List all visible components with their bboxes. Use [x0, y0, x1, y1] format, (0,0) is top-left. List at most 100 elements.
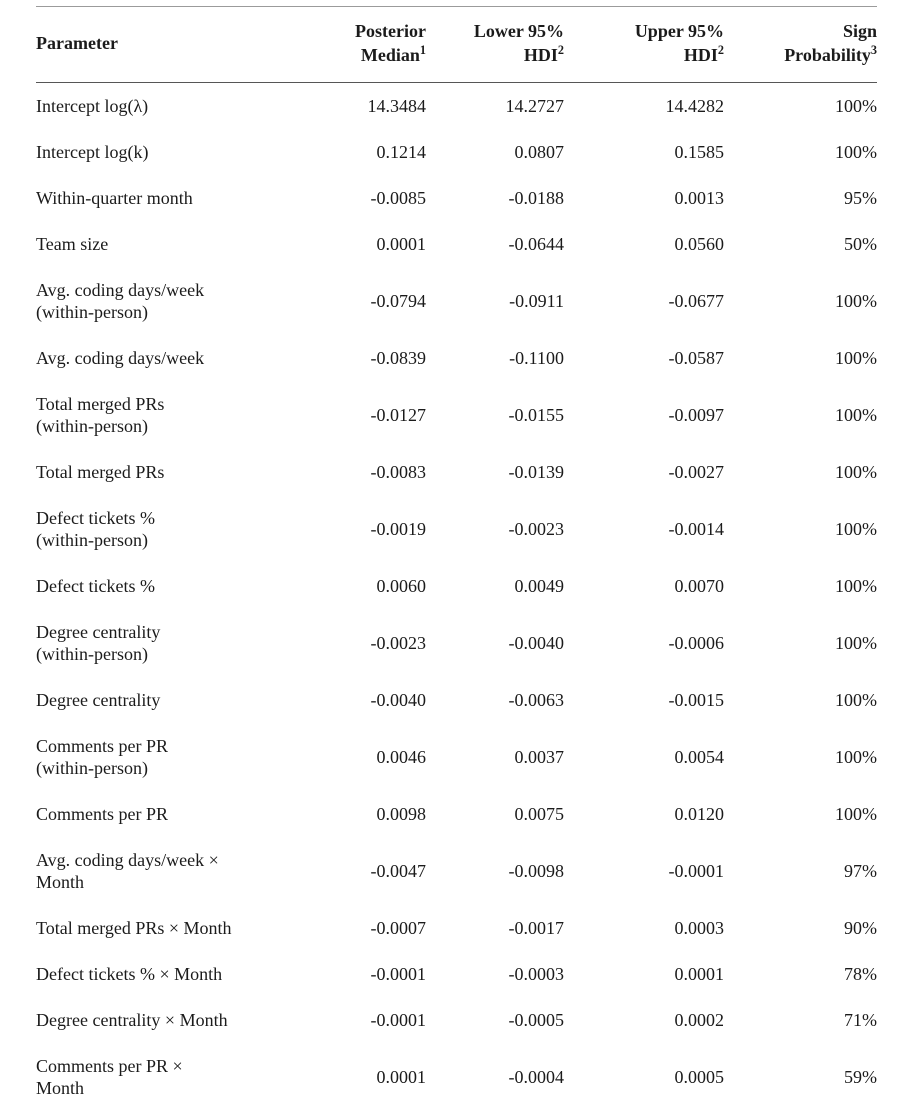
header-row: Parameter Posterior Median1 Lower 95% HD… — [36, 6, 877, 83]
footnote-marker-3: 3 — [870, 43, 877, 57]
upper-hdi-cell: -0.0027 — [668, 462, 725, 482]
param-line: Team size — [36, 234, 109, 254]
param-cell: Avg. coding days/week (within-person) — [36, 267, 320, 335]
param-cell: Degree centrality — [36, 677, 320, 723]
param-line: Avg. coding days/week — [36, 348, 205, 368]
table-row: Defect tickets % × Month -0.0001 -0.0003… — [36, 951, 877, 997]
sign-probability-cell: 100% — [835, 142, 877, 162]
table-row: Total merged PRs × Month -0.0007 -0.0017… — [36, 905, 877, 951]
posterior-median-cell: 0.0060 — [376, 576, 427, 596]
sign-probability-cell: 59% — [844, 1067, 877, 1087]
table-row: Within-quarter month -0.0085 -0.0188 0.0… — [36, 175, 877, 221]
sign-probability-cell: 78% — [844, 964, 877, 984]
param-line: Month — [36, 1078, 85, 1098]
lower-hdi-cell: -0.1100 — [509, 348, 564, 368]
header-line: Probability — [784, 45, 871, 65]
col-header-sign-probability: Sign Probability3 — [724, 6, 877, 83]
lower-hdi-cell: 0.0075 — [514, 804, 565, 824]
lower-hdi-cell: -0.0063 — [508, 690, 565, 710]
header-line: Lower 95% — [473, 21, 564, 41]
lower-hdi-cell: -0.0188 — [508, 188, 565, 208]
lower-hdi-cell: -0.0155 — [508, 405, 565, 425]
param-line: Comments per PR × — [36, 1056, 183, 1076]
posterior-median-cell: -0.0040 — [370, 690, 427, 710]
upper-hdi-cell: 0.0070 — [674, 576, 725, 596]
footnote-marker-2: 2 — [557, 43, 564, 57]
sign-probability-cell: 100% — [835, 405, 877, 425]
param-line: Degree centrality — [36, 622, 161, 642]
posterior-median-cell: 0.0001 — [376, 234, 427, 254]
posterior-median-cell: -0.0001 — [370, 1010, 427, 1030]
sign-probability-cell: 100% — [835, 291, 877, 311]
upper-hdi-cell: -0.0677 — [668, 291, 725, 311]
sign-probability-cell: 100% — [835, 576, 877, 596]
table-row: Comments per PR × Month 0.0001 -0.0004 0.… — [36, 1043, 877, 1109]
header-line: Posterior — [355, 21, 426, 41]
header-line: HDI — [523, 45, 558, 65]
lower-hdi-cell: -0.0017 — [508, 918, 565, 938]
table-row: Total merged PRs -0.0083 -0.0139 -0.0027… — [36, 449, 877, 495]
col-header-upper-hdi: Upper 95% HDI2 — [564, 6, 724, 83]
col-header-posterior-median: Posterior Median1 — [320, 6, 426, 83]
param-line: Defect tickets % — [36, 576, 155, 596]
table-row: Avg. coding days/week × Month -0.0047 -0.… — [36, 837, 877, 905]
sign-probability-cell: 71% — [844, 1010, 877, 1030]
lower-hdi-cell: 0.0037 — [514, 747, 565, 767]
param-cell: Degree centrality (within-person) — [36, 609, 320, 677]
table-row: Total merged PRs (within-person) -0.0127 … — [36, 381, 877, 449]
posterior-median-cell: -0.0794 — [370, 291, 427, 311]
param-line: Degree centrality — [36, 690, 161, 710]
lower-hdi-cell: -0.0098 — [508, 861, 565, 881]
upper-hdi-cell: -0.0014 — [668, 519, 725, 539]
sign-probability-cell: 100% — [835, 96, 877, 116]
posterior-median-cell: -0.0047 — [370, 861, 427, 881]
upper-hdi-cell: -0.0097 — [668, 405, 725, 425]
posterior-median-cell: 0.0046 — [376, 747, 427, 767]
col-header-lower-hdi: Lower 95% HDI2 — [426, 6, 564, 83]
sign-probability-cell: 100% — [835, 462, 877, 482]
header-line: Sign — [842, 21, 877, 41]
table-row: Team size 0.0001 -0.0644 0.0560 50% — [36, 221, 877, 267]
table-row: Comments per PR (within-person) 0.0046 0.… — [36, 723, 877, 791]
upper-hdi-cell: 0.0013 — [674, 188, 725, 208]
col-header-parameter: Parameter — [36, 6, 320, 83]
sign-probability-cell: 100% — [835, 348, 877, 368]
upper-hdi-cell: -0.0006 — [668, 633, 725, 653]
param-line: Defect tickets % — [36, 508, 155, 528]
lower-hdi-cell: -0.0004 — [508, 1067, 565, 1087]
param-line: Month — [36, 872, 85, 892]
param-line: Total merged PRs × Month — [36, 918, 232, 938]
sign-probability-cell: 100% — [835, 633, 877, 653]
table-body: Intercept log(λ) 14.3484 14.2727 14.4282… — [36, 83, 877, 1109]
param-line: Comments per PR — [36, 804, 169, 824]
upper-hdi-cell: 0.0560 — [674, 234, 725, 254]
upper-hdi-cell: 0.0001 — [674, 964, 725, 984]
param-line: Degree centrality × Month — [36, 1010, 228, 1030]
header-line: Median — [360, 45, 420, 65]
footnote-marker-1: 1 — [419, 43, 426, 57]
posterior-median-cell: -0.0019 — [370, 519, 427, 539]
lower-hdi-cell: -0.0911 — [509, 291, 564, 311]
param-line: Within-quarter month — [36, 188, 193, 208]
footnote-marker-2b: 2 — [717, 43, 724, 57]
sign-probability-cell: 50% — [844, 234, 877, 254]
param-cell: Avg. coding days/week — [36, 335, 320, 381]
lower-hdi-cell: -0.0644 — [508, 234, 565, 254]
lower-hdi-cell: 0.0049 — [514, 576, 565, 596]
param-line: (within-person) — [36, 530, 148, 550]
param-cell: Avg. coding days/week × Month — [36, 837, 320, 905]
param-line: (within-person) — [36, 416, 148, 436]
lower-hdi-cell: -0.0040 — [508, 633, 565, 653]
upper-hdi-cell: 0.0002 — [674, 1010, 725, 1030]
param-line: Avg. coding days/week — [36, 280, 205, 300]
lower-hdi-cell: -0.0023 — [508, 519, 565, 539]
table-row: Degree centrality (within-person) -0.0023… — [36, 609, 877, 677]
table-header: Parameter Posterior Median1 Lower 95% HD… — [36, 6, 877, 83]
param-line: Intercept log(k) — [36, 142, 149, 162]
param-line: (within-person) — [36, 758, 148, 778]
table-row: Defect tickets % (within-person) -0.0019 … — [36, 495, 877, 563]
param-cell: Intercept log(λ) — [36, 83, 320, 130]
sign-probability-cell: 100% — [835, 519, 877, 539]
sign-probability-cell: 100% — [835, 690, 877, 710]
